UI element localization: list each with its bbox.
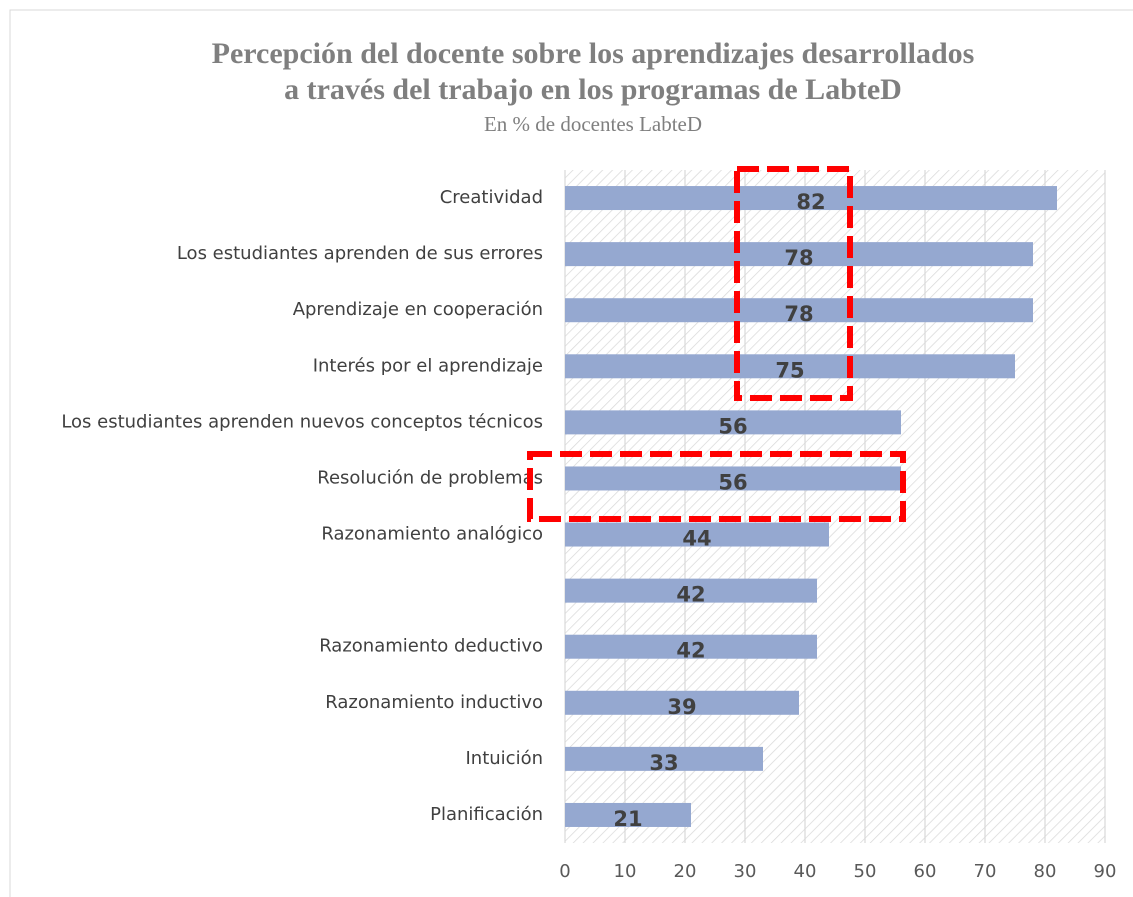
- bar: [565, 802, 691, 827]
- bar: [565, 746, 763, 771]
- plot-background: [565, 170, 1105, 843]
- y-tick-label: Intuición: [465, 748, 543, 769]
- data-label: 78: [784, 246, 813, 270]
- bar: [565, 466, 901, 491]
- bar: [565, 522, 829, 547]
- bar: [565, 186, 1057, 211]
- data-label: 75: [775, 358, 804, 382]
- chart-frame: [9, 9, 1133, 897]
- y-tick-label: Los estudiantes aprenden nuevos concepto…: [61, 411, 543, 432]
- data-label: 82: [796, 190, 825, 214]
- x-tick-label: 10: [614, 861, 637, 882]
- y-tick-label: Interés por el aprendizaje: [313, 355, 543, 376]
- x-tick-label: 70: [974, 861, 997, 882]
- x-tick-label: 90: [1094, 861, 1117, 882]
- y-tick-label: Resolución de problemas: [317, 467, 543, 488]
- chart-title: Percepción del docente sobre los aprendi…: [212, 37, 975, 70]
- data-label: 44: [682, 527, 711, 551]
- bar: [565, 298, 1033, 323]
- data-label: 42: [676, 639, 705, 663]
- bar: [565, 410, 901, 435]
- bar: [565, 634, 817, 659]
- y-tick-label: Aprendizaje en cooperación: [293, 299, 543, 320]
- x-tick-label: 50: [854, 861, 877, 882]
- x-tick-label: 80: [1034, 861, 1057, 882]
- data-label: 42: [676, 583, 705, 607]
- y-tick-label: Razonamiento analógico: [321, 524, 543, 545]
- chart-subtitle: En % de docentes LabteD: [484, 112, 702, 136]
- x-tick-label: 0: [559, 861, 570, 882]
- y-tick-label: Planificación: [430, 804, 543, 825]
- bar: [565, 242, 1033, 267]
- highlight-box: [734, 166, 853, 401]
- marks: 0 10 20 30 40 50 60 70 80 90 Creatividad 82 Los estu…: [61, 170, 1116, 882]
- y-tick-label: Los estudiantes aprenden de sus errores: [177, 243, 543, 264]
- x-tick-label: 20: [674, 861, 697, 882]
- data-label: 33: [649, 751, 678, 775]
- bar: [565, 690, 799, 715]
- bar: [565, 578, 817, 603]
- x-tick-label: 30: [734, 861, 757, 882]
- x-tick-label: 40: [794, 861, 817, 882]
- chart-title: a través del trabajo en los programas de…: [284, 73, 902, 106]
- data-label: 78: [784, 302, 813, 326]
- data-label: 56: [718, 414, 747, 438]
- data-label: 39: [667, 695, 696, 719]
- data-label: 21: [613, 807, 642, 831]
- y-tick-label: Razonamiento deductivo: [319, 636, 543, 657]
- y-tick-label: Creatividad: [440, 187, 543, 208]
- bar: [565, 354, 1015, 379]
- highlight-box: [527, 451, 906, 522]
- x-tick-label: 60: [914, 861, 937, 882]
- data-label: 56: [718, 470, 747, 494]
- y-tick-label: Razonamiento inductivo: [325, 692, 543, 713]
